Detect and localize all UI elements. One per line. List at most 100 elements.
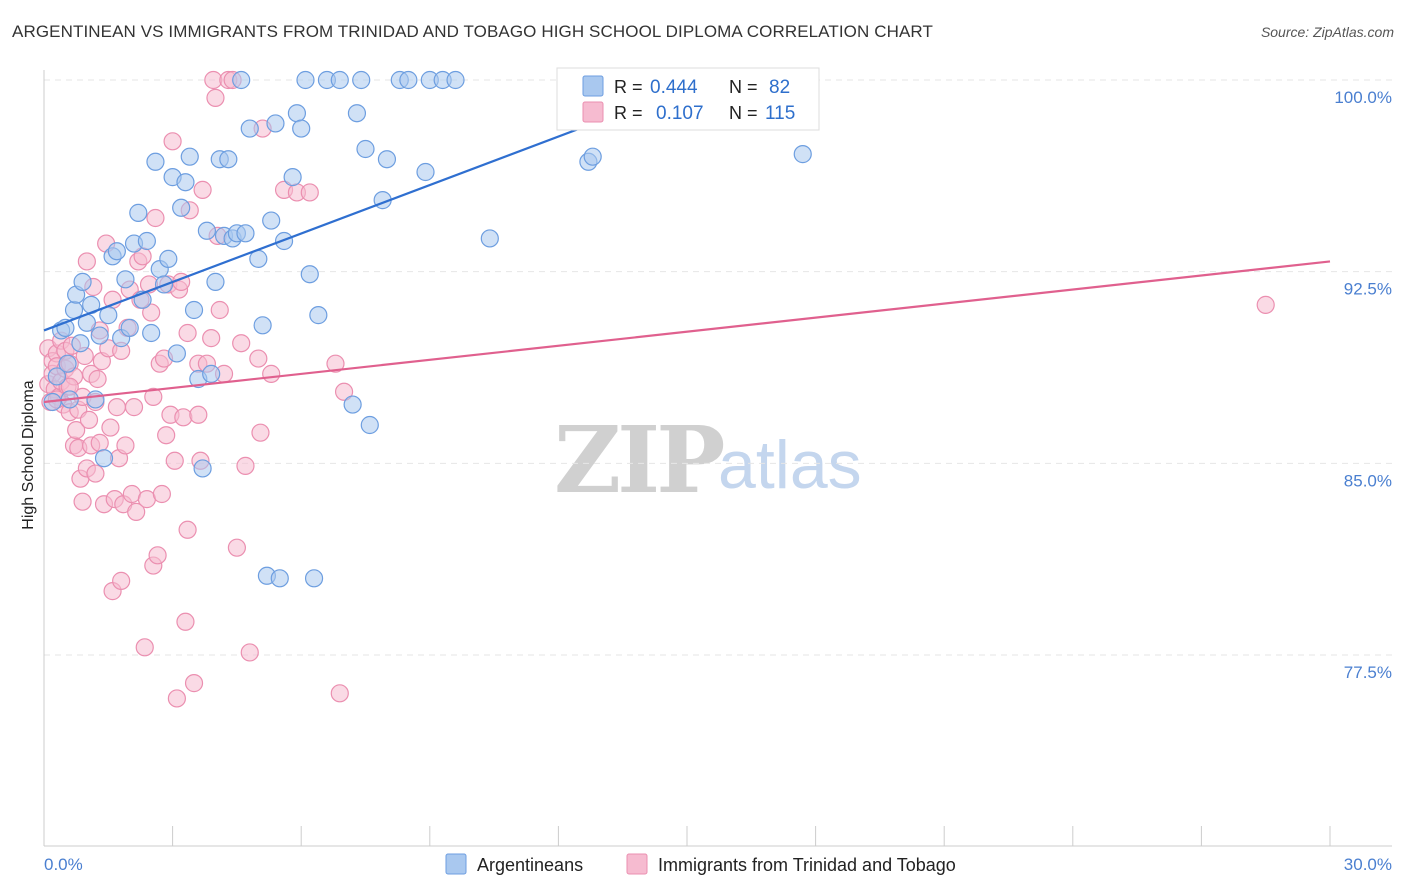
trinidad-point [112,571,131,590]
trinidad-point [77,252,96,271]
series-legend: Argentineans Immigrants from Trinidad an… [445,853,956,875]
argentinean-point [262,211,281,230]
x-tick-label: 0.0% [44,855,83,874]
argentinean-point [330,70,349,90]
trinidad-point [146,208,165,228]
trinidad-point [116,436,135,455]
argentinean-point [206,272,225,291]
trinidad-point [174,408,193,427]
y-tick-label: 85.0% [1344,471,1392,490]
axes [43,70,1392,847]
trinidad-point [300,183,319,202]
stats-n-label-1: N = [729,77,758,97]
stats-r-value-1: 0.444 [650,77,698,98]
argentinean-point [236,224,255,243]
legend-swatch-argentineans [445,853,467,875]
argentinean-point [73,272,92,291]
trinidad-point [236,456,255,475]
trinidad-point [240,643,259,662]
argentinean-point [129,203,148,222]
y-tick-label: 100.0% [1334,88,1392,107]
argentinean-point [292,119,311,138]
argentinean-point [172,198,191,217]
argentinean-point [180,147,199,166]
trinidad-point [88,369,107,389]
trinidad-point [1256,295,1275,314]
x-tick-label: 30.0% [1344,855,1392,874]
argentinean-point [86,390,105,409]
argentinean-point [480,229,499,248]
trinidad-point [206,88,225,107]
trinidad-point [249,349,268,368]
trinidad-point [178,520,197,539]
argentinean-point [142,323,161,343]
trinidad-point [326,354,345,373]
argentinean-point [120,318,139,337]
trinidad-point [148,546,167,565]
argentinean-point [304,569,324,588]
trinidad-point [202,329,221,348]
argentinean-point [193,459,212,478]
trinidad-point [227,538,246,557]
stats-r-label-2: R = [614,103,643,123]
stats-legend: R = 0.444 N = 82 R = 0.107 N = 115 [556,67,820,131]
y-axis-label: High School Diploma [20,380,37,530]
argentinean-point [137,231,156,251]
argentinean-point [266,114,285,133]
argentinean-point [399,70,418,90]
argentinean-point [240,119,259,138]
trinidad-point [176,612,195,631]
trinidad-point [79,410,99,429]
trinidad-point [142,303,161,322]
argentinean-point [347,104,367,123]
argentinean-point [356,139,375,159]
x-tick-marks [172,826,1331,846]
argentinean-point [197,221,216,240]
argentinean-point [287,104,307,123]
argentinean-point [360,415,379,435]
legend-label-argentineans: Argentineans [477,855,583,875]
trinidad-point [127,502,146,521]
trinidad-point [152,484,171,504]
trinidad-point [251,423,270,442]
argentinean-point [176,173,195,192]
argentinean-point [107,242,126,261]
argentinean-point [184,300,204,320]
argentinean-point [71,334,90,353]
trinidad-point [86,464,105,483]
argentinean-point [202,364,221,383]
trendline-trinidad [43,260,1331,404]
series-argentineans-points [43,70,812,588]
trinidad-point [157,426,176,445]
trinidad-point [189,405,208,424]
stats-n-label-2: N = [729,103,758,123]
legend-label-trinidad: Immigrants from Trinidad and Tobago [658,855,956,875]
stats-swatch-argentineans [582,75,604,97]
trinidad-point [262,364,281,383]
trinidad-point [101,418,120,437]
source-credit: Source: ZipAtlas.com [1260,24,1394,40]
trinidad-point [67,421,86,440]
stats-r-value-2: 0.107 [656,103,704,124]
stats-swatch-trinidad [582,101,604,123]
y-tick-labels: 100.0% 92.5% 85.0% 77.5% [1334,88,1392,682]
argentinean-point [270,569,289,588]
trinidad-point [107,398,126,417]
gridlines [44,79,1392,656]
stats-n-value-1: 82 [769,77,790,98]
chart-title: ARGENTINEAN VS IMMIGRANTS FROM TRINIDAD … [12,22,933,41]
trinidad-point [210,300,229,320]
trinidad-point [232,334,251,353]
trinidad-point [135,638,154,657]
argentinean-point [793,145,812,164]
trinidad-point [90,433,109,452]
trinidad-point [163,132,182,151]
argentinean-point [159,249,178,268]
stats-n-value-2: 115 [765,103,795,124]
argentinean-point [283,168,302,187]
argentinean-point [47,367,66,386]
legend-swatch-trinidad [626,853,648,875]
argentinean-point [219,150,238,169]
argentinean-point [296,70,315,90]
